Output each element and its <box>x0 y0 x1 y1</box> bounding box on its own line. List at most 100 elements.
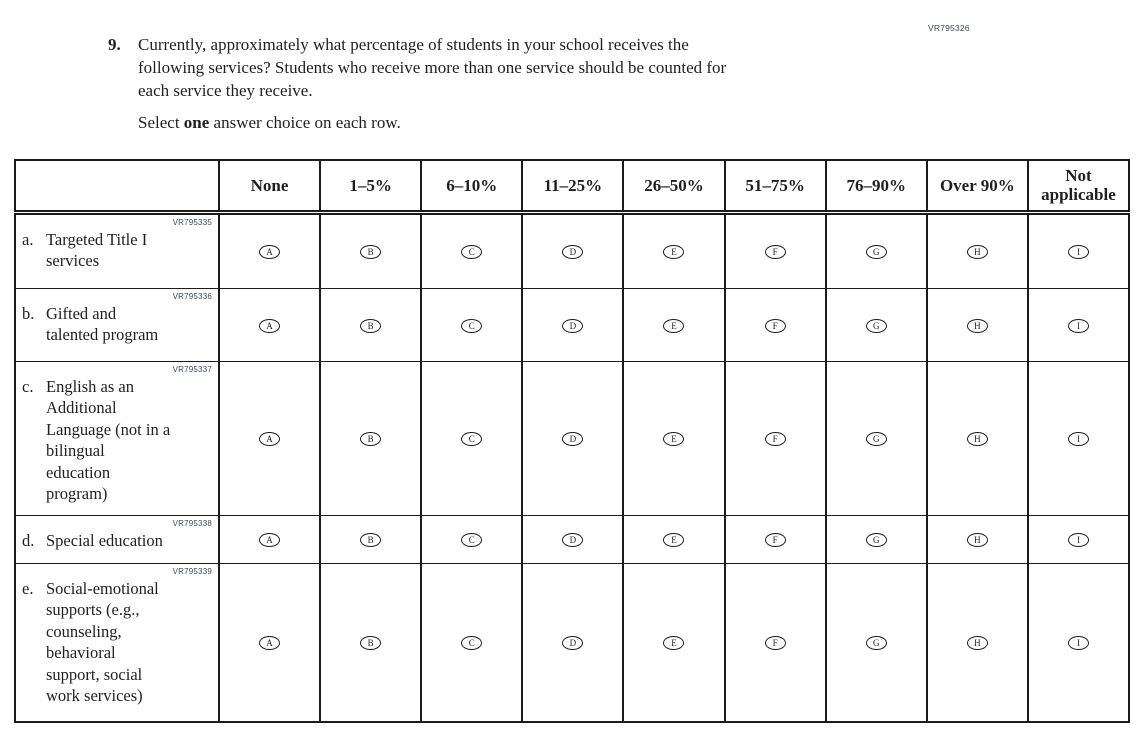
answer-cell: G <box>824 211 928 289</box>
instruction-prefix: Select <box>138 113 184 132</box>
answer-bubble-d[interactable]: D <box>562 636 584 651</box>
answer-cell: C <box>420 360 524 516</box>
answer-bubble-h[interactable]: H <box>966 318 988 333</box>
header-over-90: Over 90% <box>925 159 1029 215</box>
answer-bubble-d[interactable]: D <box>562 533 584 547</box>
answer-bubble-c[interactable]: C <box>461 533 483 547</box>
answer-bubble-g[interactable]: G <box>865 245 887 259</box>
answer-bubble-i[interactable]: I <box>1067 533 1089 547</box>
answer-bubble-a[interactable]: A <box>259 636 281 651</box>
row-code: VR795336 <box>172 291 212 301</box>
answer-bubble-e[interactable]: E <box>663 533 685 547</box>
answer-cell: I <box>1026 211 1131 289</box>
answer-bubble-e[interactable]: E <box>663 245 685 259</box>
answer-cell: C <box>420 287 524 362</box>
answer-bubble-a[interactable]: A <box>259 432 281 446</box>
answer-bubble-f[interactable]: F <box>764 636 786 651</box>
header-empty <box>14 159 220 215</box>
answer-bubble-a[interactable]: A <box>259 533 281 547</box>
answer-cell: H <box>925 211 1029 289</box>
answer-bubble-b[interactable]: B <box>360 636 382 651</box>
row-label-cell: VR795335 a. Targeted Title I services <box>14 211 220 289</box>
header-76-90: 76–90% <box>824 159 928 215</box>
answer-bubble-c[interactable]: C <box>461 318 483 333</box>
answer-bubble-f[interactable]: F <box>764 432 786 446</box>
answer-bubble-i[interactable]: I <box>1067 432 1089 446</box>
answer-bubble-a[interactable]: A <box>259 245 281 259</box>
answer-bubble-i[interactable]: I <box>1067 245 1089 259</box>
header-51-75: 51–75% <box>723 159 827 215</box>
answer-cell: E <box>622 211 726 289</box>
row-label-cell: VR795337 c. English as an Additional Lan… <box>14 360 220 516</box>
answer-bubble-i[interactable]: I <box>1067 318 1089 333</box>
answer-bubble-b[interactable]: B <box>360 533 382 547</box>
row-code: VR795335 <box>172 217 212 227</box>
answer-bubble-f[interactable]: F <box>764 245 786 259</box>
answer-cell: H <box>925 360 1029 516</box>
answer-bubble-i[interactable]: I <box>1067 636 1089 651</box>
row-letter: d. <box>22 530 35 550</box>
answer-cell: H <box>925 287 1029 362</box>
row-label-cell: VR795338 d. Special education <box>14 514 220 564</box>
answer-bubble-g[interactable]: G <box>865 636 887 651</box>
question-block: 9. Currently, approximately what percent… <box>0 0 1137 134</box>
answer-bubble-a[interactable]: A <box>259 318 281 333</box>
answer-bubble-b[interactable]: B <box>360 432 382 446</box>
answer-cell: B <box>319 211 423 289</box>
answer-cell: C <box>420 514 524 564</box>
answer-bubble-c[interactable]: C <box>461 432 483 446</box>
answer-cell: G <box>824 562 928 723</box>
answer-bubble-g[interactable]: G <box>865 533 887 547</box>
answer-bubble-b[interactable]: B <box>360 318 382 333</box>
row-label-text: English as an Additional Language (not i… <box>46 376 171 504</box>
service-row-a: VR795335 a. Targeted Title I services A … <box>14 211 1131 289</box>
answer-grid: None 1–5% 6–10% 11–25% 26–50% 51–75% 76–… <box>14 159 1131 723</box>
row-label-text: Gifted and talented program <box>46 303 159 345</box>
question-text: Currently, approximately what percentage… <box>138 35 727 100</box>
form-code: VR795326 <box>928 23 970 33</box>
answer-bubble-g[interactable]: G <box>865 432 887 446</box>
instruction-suffix: answer choice on each row. <box>209 113 401 132</box>
answer-bubble-h[interactable]: H <box>966 432 988 446</box>
row-label-text: Social-emotional supports (e.g., counsel… <box>46 578 159 706</box>
answer-bubble-h[interactable]: H <box>966 245 988 259</box>
answer-bubble-h[interactable]: H <box>966 533 988 547</box>
answer-cell: B <box>319 287 423 362</box>
header-11-25: 11–25% <box>521 159 625 215</box>
answer-cell: E <box>622 562 726 723</box>
header-6-10: 6–10% <box>420 159 524 215</box>
answer-bubble-e[interactable]: E <box>663 318 685 333</box>
answer-cell: F <box>723 287 827 362</box>
answer-bubble-h[interactable]: H <box>966 636 988 651</box>
answer-cell: E <box>622 360 726 516</box>
answer-bubble-d[interactable]: D <box>562 245 584 259</box>
answer-cell: E <box>622 514 726 564</box>
question-instruction: Select one answer choice on each row. <box>138 111 1137 134</box>
row-label-text: Special education <box>46 530 163 550</box>
answer-cell: F <box>723 360 827 516</box>
answer-bubble-b[interactable]: B <box>360 245 382 259</box>
question-number: 9. <box>108 35 121 54</box>
answer-cell: I <box>1026 287 1131 362</box>
answer-bubble-d[interactable]: D <box>562 318 584 333</box>
answer-cell: D <box>521 360 625 516</box>
answer-bubble-c[interactable]: C <box>461 245 483 259</box>
answer-bubble-e[interactable]: E <box>663 636 685 651</box>
answer-cell: B <box>319 514 423 564</box>
answer-bubble-g[interactable]: G <box>865 318 887 333</box>
answer-cell: I <box>1026 514 1131 564</box>
answer-bubble-e[interactable]: E <box>663 432 685 446</box>
answer-cell: D <box>521 562 625 723</box>
answer-bubble-f[interactable]: F <box>764 318 786 333</box>
answer-bubble-d[interactable]: D <box>562 432 584 446</box>
answer-cell: D <box>521 287 625 362</box>
answer-cell: A <box>217 211 322 289</box>
answer-bubble-c[interactable]: C <box>461 636 483 651</box>
row-letter: c. <box>22 376 34 396</box>
row-code: VR795339 <box>172 566 212 576</box>
answer-cell: D <box>521 514 625 564</box>
row-letter: b. <box>22 303 35 323</box>
answer-bubble-f[interactable]: F <box>764 533 786 547</box>
answer-cell: C <box>420 211 524 289</box>
